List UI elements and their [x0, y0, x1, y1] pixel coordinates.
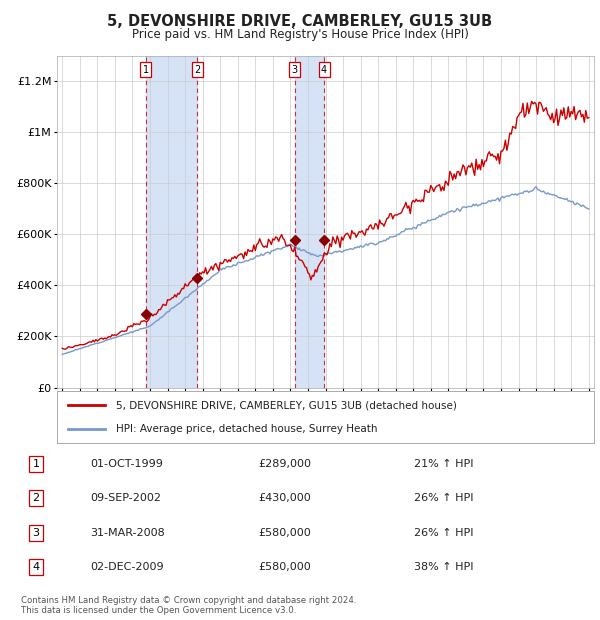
Text: 26% ↑ HPI: 26% ↑ HPI: [414, 493, 473, 503]
Text: Contains HM Land Registry data © Crown copyright and database right 2024.
This d: Contains HM Land Registry data © Crown c…: [21, 596, 356, 615]
Text: 5, DEVONSHIRE DRIVE, CAMBERLEY, GU15 3UB: 5, DEVONSHIRE DRIVE, CAMBERLEY, GU15 3UB: [107, 14, 493, 29]
Text: 1: 1: [32, 459, 40, 469]
Text: £430,000: £430,000: [258, 493, 311, 503]
Text: £289,000: £289,000: [258, 459, 311, 469]
Text: 2: 2: [32, 493, 40, 503]
Text: £580,000: £580,000: [258, 528, 311, 538]
Text: 3: 3: [32, 528, 40, 538]
Text: 31-MAR-2008: 31-MAR-2008: [90, 528, 165, 538]
Text: 4: 4: [321, 65, 327, 75]
Text: 1: 1: [143, 65, 149, 75]
Text: 01-OCT-1999: 01-OCT-1999: [90, 459, 163, 469]
Text: 21% ↑ HPI: 21% ↑ HPI: [414, 459, 473, 469]
Text: 02-DEC-2009: 02-DEC-2009: [90, 562, 164, 572]
Bar: [295, 56, 324, 388]
Text: 26% ↑ HPI: 26% ↑ HPI: [414, 528, 473, 538]
Text: £580,000: £580,000: [258, 562, 311, 572]
Text: 3: 3: [292, 65, 298, 75]
Text: Price paid vs. HM Land Registry's House Price Index (HPI): Price paid vs. HM Land Registry's House …: [131, 28, 469, 41]
Text: 09-SEP-2002: 09-SEP-2002: [90, 493, 161, 503]
Bar: [146, 56, 197, 388]
Text: 38% ↑ HPI: 38% ↑ HPI: [414, 562, 473, 572]
Text: 5, DEVONSHIRE DRIVE, CAMBERLEY, GU15 3UB (detached house): 5, DEVONSHIRE DRIVE, CAMBERLEY, GU15 3UB…: [116, 401, 457, 410]
Text: HPI: Average price, detached house, Surrey Heath: HPI: Average price, detached house, Surr…: [116, 423, 377, 433]
Text: 2: 2: [194, 65, 200, 75]
Text: 4: 4: [32, 562, 40, 572]
